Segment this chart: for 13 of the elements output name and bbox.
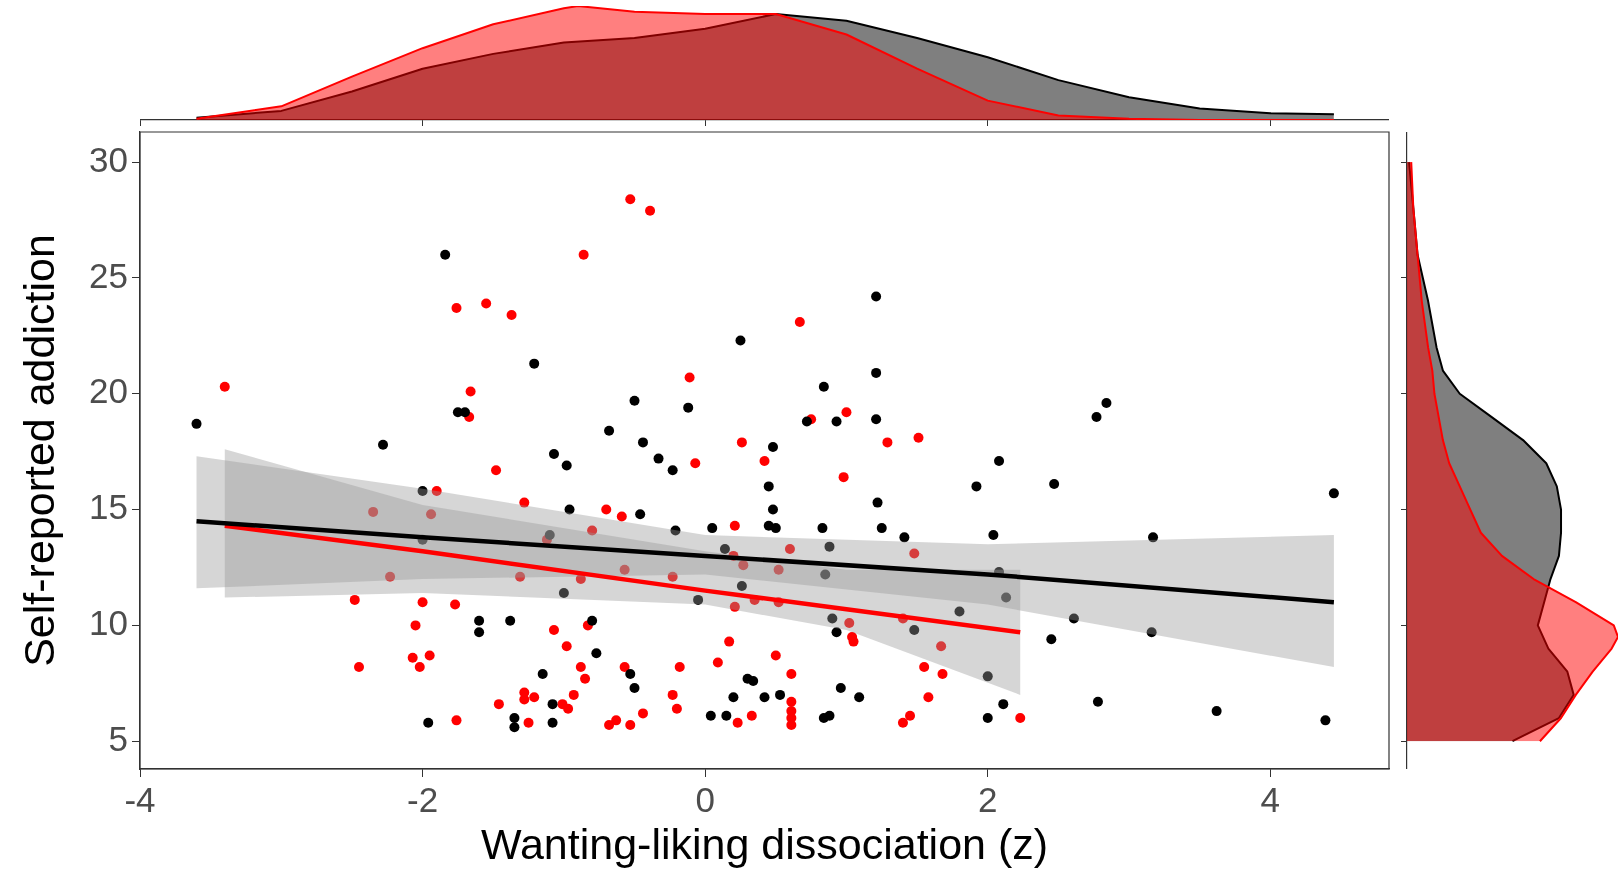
y-tick-label: 15 (89, 487, 128, 527)
x-tick-label: -4 (124, 779, 156, 819)
x-tick-label: 2 (978, 779, 998, 819)
y-tick-label: 5 (108, 718, 128, 758)
x-tick-label: 0 (695, 779, 715, 819)
y-tick-label: 30 (89, 139, 128, 179)
y-tick-label: 10 (89, 603, 128, 643)
x-axis-title: Wanting-liking dissociation (z) (480, 820, 1049, 869)
x-tick-label: -2 (407, 779, 439, 819)
y-tick-label: 25 (89, 255, 128, 295)
y-axis-title: Self-reported addiction (14, 234, 63, 667)
x-tick-label: 4 (1260, 779, 1281, 819)
y-tick-label: 20 (89, 371, 128, 411)
